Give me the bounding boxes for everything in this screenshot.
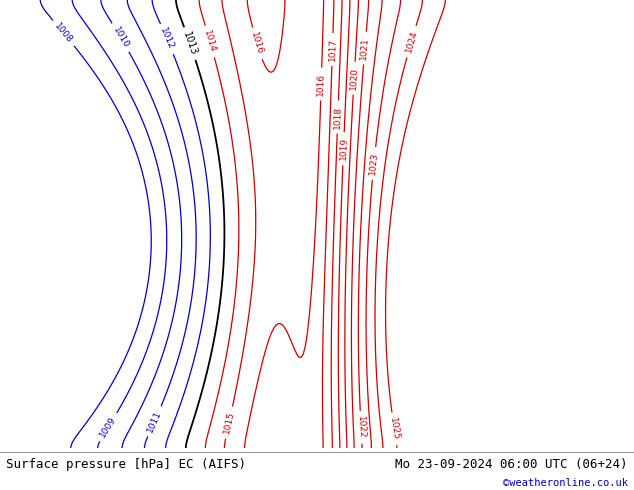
Text: 1013: 1013 <box>181 30 198 57</box>
Text: ©weatheronline.co.uk: ©weatheronline.co.uk <box>503 477 628 488</box>
Text: 1019: 1019 <box>339 137 349 160</box>
Text: 1025: 1025 <box>388 417 401 441</box>
Text: 1015: 1015 <box>222 411 236 435</box>
Text: 1014: 1014 <box>202 29 217 54</box>
Text: Mo 23-09-2024 06:00 UTC (06+24): Mo 23-09-2024 06:00 UTC (06+24) <box>395 458 628 471</box>
Text: 1009: 1009 <box>98 415 118 439</box>
Text: 1012: 1012 <box>158 26 176 51</box>
Text: 1010: 1010 <box>111 25 131 49</box>
Text: 1022: 1022 <box>356 416 366 439</box>
Text: 1016: 1016 <box>316 73 326 96</box>
Text: 1018: 1018 <box>333 105 343 128</box>
Text: 1016: 1016 <box>249 31 264 56</box>
Text: 1023: 1023 <box>368 151 380 175</box>
Text: 1024: 1024 <box>404 29 419 54</box>
Text: 1021: 1021 <box>359 36 370 60</box>
Text: 1017: 1017 <box>328 38 337 61</box>
Text: 1020: 1020 <box>349 67 359 90</box>
Text: 1008: 1008 <box>53 22 74 45</box>
Text: 1011: 1011 <box>146 409 164 434</box>
Text: Surface pressure [hPa] EC (AIFS): Surface pressure [hPa] EC (AIFS) <box>6 458 247 471</box>
